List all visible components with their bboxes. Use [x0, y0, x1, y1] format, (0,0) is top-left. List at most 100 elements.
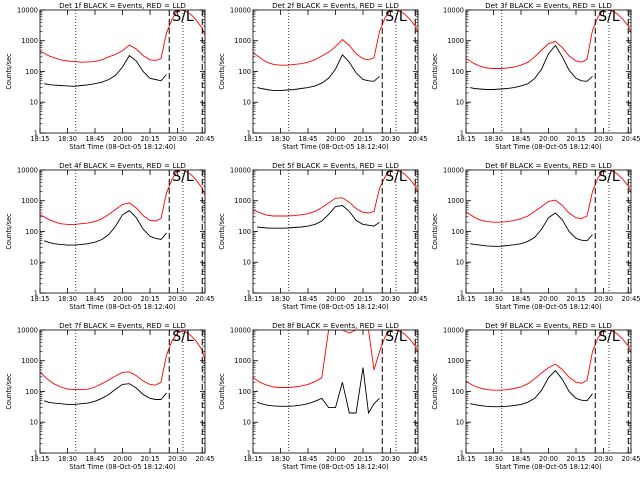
sl-annotation: S/L — [598, 169, 620, 185]
y-tick-label: 10000 — [17, 326, 38, 334]
plot-frame — [252, 9, 419, 134]
x-tick-label: 18:15 — [30, 135, 49, 143]
x-tick-label: 18:45 — [511, 135, 530, 143]
y-tick-label: 1 — [34, 289, 38, 297]
x-tick-label: 20:30 — [381, 455, 400, 463]
x-tick-label: 18:45 — [298, 295, 317, 303]
y-tick-label: 100 — [451, 68, 464, 76]
y-tick-label: 100 — [451, 228, 464, 236]
y-tick-label: 1 — [460, 289, 464, 297]
x-tick-label: 20:45 — [621, 135, 640, 143]
x-tick-label: 18:45 — [85, 135, 104, 143]
x-axis-label: Start Time (08-Oct-05 18:12:40) — [495, 143, 601, 151]
chart-title: Det 5f BLACK = Events, RED = LLD — [272, 161, 399, 170]
x-tick-label: 18:30 — [58, 295, 77, 303]
plot-frame — [465, 169, 632, 294]
series-events-line — [257, 205, 380, 229]
y-tick-label: 1 — [34, 449, 38, 457]
x-tick-label: 18:15 — [30, 455, 49, 463]
chart-title: Det 9f BLACK = Events, RED = LLD — [485, 321, 612, 330]
x-tick-label: 20:15 — [140, 455, 159, 463]
y-tick-label: 10 — [243, 419, 251, 427]
y-tick-label: 100 — [238, 228, 251, 236]
y-axis-label: Counts/sec — [5, 53, 13, 90]
x-axis-label: Start Time (08-Oct-05 18:12:40) — [282, 303, 388, 311]
series-events-line — [43, 210, 167, 246]
y-tick-label: 1000 — [234, 37, 251, 45]
x-tick-label: 20:45 — [195, 135, 214, 143]
x-axis-label: Start Time (08-Oct-05 18:12:40) — [495, 303, 601, 311]
sl-annotation: S/L — [598, 9, 620, 25]
y-tick-label: 1000 — [234, 197, 251, 205]
x-tick-label: 20:45 — [195, 295, 214, 303]
sl-annotation: S/L — [172, 169, 194, 185]
y-tick-label: 10 — [456, 259, 464, 267]
y-tick-label: 1 — [247, 289, 251, 297]
y-axis-label: Counts/sec — [5, 213, 13, 250]
x-tick-label: 20:00 — [326, 455, 345, 463]
plot-frame — [39, 9, 206, 134]
y-tick-label: 1000 — [447, 197, 464, 205]
y-tick-label: 10 — [30, 259, 38, 267]
x-axis-label: Start Time (08-Oct-05 18:12:40) — [282, 143, 388, 151]
series-events-line — [44, 54, 167, 87]
y-tick-label: 10000 — [443, 326, 464, 334]
y-axis-label: Counts/sec — [218, 213, 226, 250]
x-tick-label: 20:00 — [326, 295, 345, 303]
plot-frame — [39, 329, 206, 454]
x-tick-label: 20:15 — [140, 295, 159, 303]
plot-frame — [465, 9, 632, 134]
sl-annotation: S/L — [385, 9, 407, 25]
chart-title: Det 6f BLACK = Events, RED = LLD — [485, 161, 612, 170]
y-tick-label: 1 — [34, 129, 38, 137]
x-tick-label: 20:30 — [594, 455, 613, 463]
x-tick-label: 18:15 — [243, 455, 262, 463]
y-tick-label: 10000 — [230, 6, 251, 14]
x-tick-label: 18:45 — [511, 455, 530, 463]
x-tick-label: 18:45 — [85, 455, 104, 463]
y-tick-label: 10 — [243, 259, 251, 267]
sl-annotation: S/L — [385, 169, 407, 185]
y-tick-label: 1000 — [21, 37, 38, 45]
y-tick-label: 100 — [451, 388, 464, 396]
y-tick-label: 10000 — [17, 166, 38, 174]
y-axis-label: Counts/sec — [431, 53, 439, 90]
chart-title: Det 4f BLACK = Events, RED = LLD — [59, 161, 186, 170]
x-tick-label: 20:00 — [539, 295, 558, 303]
series-events-line — [470, 212, 593, 247]
y-tick-label: 1000 — [21, 357, 38, 365]
sl-annotation: S/L — [172, 9, 194, 25]
x-tick-label: 20:45 — [621, 455, 640, 463]
series-events-line — [256, 367, 380, 415]
x-axis-label: Start Time (08-Oct-05 18:12:40) — [282, 463, 388, 471]
x-tick-label: 18:30 — [484, 135, 503, 143]
sl-annotation: S/L — [172, 329, 194, 345]
x-tick-label: 18:45 — [511, 295, 530, 303]
x-tick-label: 20:45 — [621, 295, 640, 303]
x-axis-label: Start Time (08-Oct-05 18:12:40) — [69, 463, 175, 471]
sl-annotation: S/L — [598, 329, 620, 345]
x-tick-label: 20:45 — [408, 295, 427, 303]
x-tick-label: 20:00 — [113, 295, 132, 303]
y-axis-label: Counts/sec — [431, 373, 439, 410]
y-tick-label: 100 — [25, 388, 38, 396]
y-axis-label: Counts/sec — [5, 373, 13, 410]
series-events-line — [257, 54, 380, 92]
x-tick-label: 20:30 — [594, 295, 613, 303]
sl-annotation: S/L — [385, 329, 407, 345]
x-tick-label: 20:00 — [326, 135, 345, 143]
y-tick-label: 10000 — [443, 6, 464, 14]
x-tick-label: 20:30 — [381, 135, 400, 143]
x-tick-label: 18:30 — [484, 455, 503, 463]
x-tick-label: 18:15 — [456, 295, 475, 303]
x-tick-label: 20:30 — [381, 295, 400, 303]
x-tick-label: 18:15 — [243, 135, 262, 143]
y-tick-label: 1 — [247, 129, 251, 137]
series-events-line — [43, 383, 167, 405]
